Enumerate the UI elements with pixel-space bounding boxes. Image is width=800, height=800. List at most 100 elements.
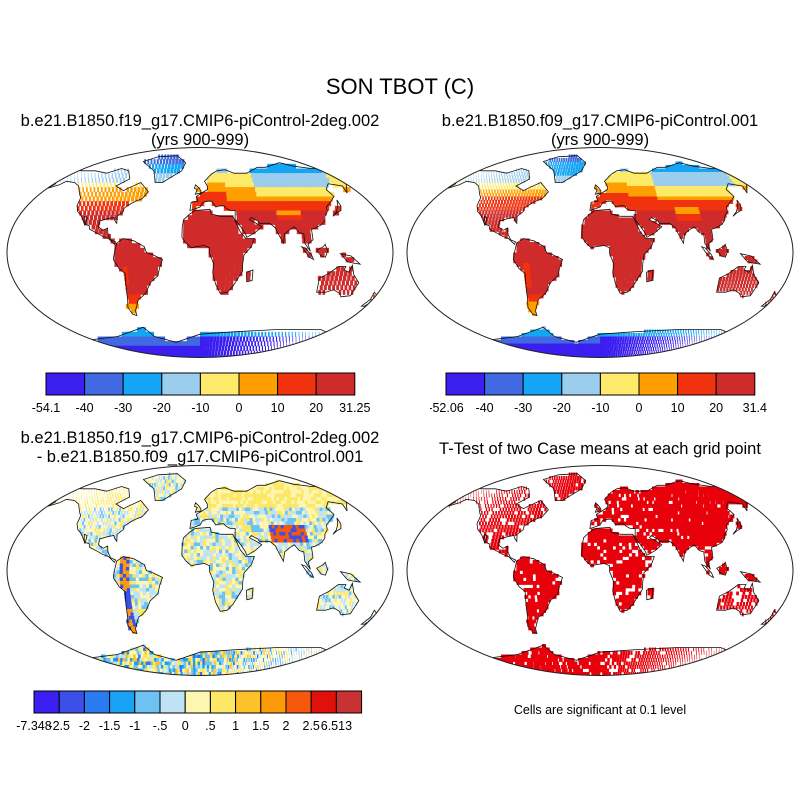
- grid-cell: [110, 201, 114, 207]
- grid-cell: [699, 210, 705, 215]
- grid-cell: [84, 500, 86, 505]
- grid-cell: [519, 263, 524, 267]
- grid-cell: [665, 179, 671, 183]
- grid-cell: [320, 350, 323, 356]
- grid-cell: [665, 186, 670, 190]
- grid-cell: [135, 243, 141, 249]
- grid-cell: [187, 219, 192, 225]
- grid-cell: [669, 200, 675, 204]
- grid-cell: [641, 252, 646, 257]
- grid-cell: [513, 207, 516, 211]
- grid-cell: [518, 210, 522, 215]
- grid-cell: [282, 182, 289, 188]
- grid-cell: [187, 215, 193, 221]
- grid-cell: [249, 493, 254, 498]
- grid-cell: [98, 177, 100, 183]
- grid-cell: [250, 490, 255, 494]
- grid-cell: [727, 347, 730, 351]
- grid-cell: [622, 189, 626, 194]
- grid-cell: [191, 210, 197, 216]
- grid-cell: [75, 341, 83, 347]
- grid-cell: [225, 187, 231, 193]
- grid-cell: [661, 168, 667, 173]
- grid-cell: [81, 521, 84, 526]
- grid-cell: [698, 186, 704, 190]
- grid-cell: [220, 224, 226, 230]
- grid-cell: [754, 277, 757, 281]
- grid-cell: [496, 196, 499, 201]
- grid-cell: [89, 535, 92, 540]
- grid-cell: [483, 350, 490, 355]
- grid-cell: [187, 345, 192, 351]
- grid-cell: [305, 233, 312, 239]
- grid-cell: [210, 493, 214, 498]
- grid-cell: [720, 203, 726, 208]
- grid-cell: [648, 172, 653, 176]
- grid-cell: [285, 521, 290, 526]
- grid-cell: [507, 207, 510, 211]
- grid-cell: [516, 245, 520, 250]
- grid-cell: [645, 249, 649, 253]
- grid-cell: [495, 182, 497, 187]
- grid-cell: [118, 243, 124, 249]
- grid-cell: [526, 291, 531, 295]
- grid-cell: [245, 355, 248, 358]
- grid-cell: [331, 490, 338, 494]
- grid-cell: [103, 511, 106, 515]
- grid-cell: [98, 350, 106, 356]
- grid-cell: [207, 187, 212, 193]
- grid-cell: [267, 535, 272, 540]
- grid-cell: [113, 507, 116, 512]
- grid-cell: [230, 196, 236, 202]
- grid-cell: [464, 347, 471, 351]
- grid-cell: [529, 242, 533, 246]
- grid-cell: [284, 511, 290, 515]
- grid-cell: [689, 168, 695, 173]
- grid-cell: [611, 347, 614, 351]
- grid-cell: [520, 340, 525, 344]
- grid-cell: [311, 350, 314, 356]
- grid-cell: [535, 336, 540, 341]
- grid-cell: [501, 347, 507, 351]
- grid-cell: [568, 165, 571, 169]
- grid-cell: [529, 245, 533, 250]
- grid-cell: [554, 158, 556, 162]
- grid-cell: [454, 340, 462, 344]
- grid-cell: [642, 193, 647, 197]
- grid-cell: [297, 497, 303, 501]
- grid-cell: [285, 355, 287, 358]
- grid-cell: [478, 182, 480, 187]
- grid-cell: [289, 486, 295, 491]
- grid-cell: [279, 532, 284, 536]
- grid-cell: [488, 350, 494, 355]
- grid-cell: [636, 347, 639, 351]
- grid-cell: [318, 196, 326, 202]
- grid-cell: [178, 479, 182, 484]
- grid-cell: [503, 193, 506, 197]
- grid-cell: [584, 221, 588, 225]
- grid-cell: [274, 493, 280, 498]
- grid-cell: [295, 173, 302, 179]
- grid-cell: [641, 175, 646, 180]
- grid-cell: [93, 215, 98, 221]
- grid-cell: [89, 215, 93, 221]
- grid-cell: [306, 187, 313, 193]
- grid-cell: [223, 168, 228, 174]
- grid-cell: [296, 355, 298, 358]
- grid-cell: [623, 175, 627, 180]
- grid-cell: [709, 347, 711, 351]
- grid-cell: [223, 497, 228, 501]
- grid-cell: [631, 193, 635, 197]
- grid-cell: [246, 336, 249, 342]
- grid-cell: [243, 518, 248, 522]
- grid-cell: [225, 490, 229, 494]
- grid-cell: [289, 168, 296, 174]
- grid-cell: [617, 196, 621, 201]
- grid-cell: [712, 214, 718, 218]
- grid-cell: [556, 175, 559, 180]
- grid-cell: [208, 233, 214, 239]
- grid-cell: [145, 331, 151, 337]
- grid-cell: [172, 159, 175, 165]
- grid-cell: [625, 196, 630, 201]
- grid-cell: [594, 203, 598, 208]
